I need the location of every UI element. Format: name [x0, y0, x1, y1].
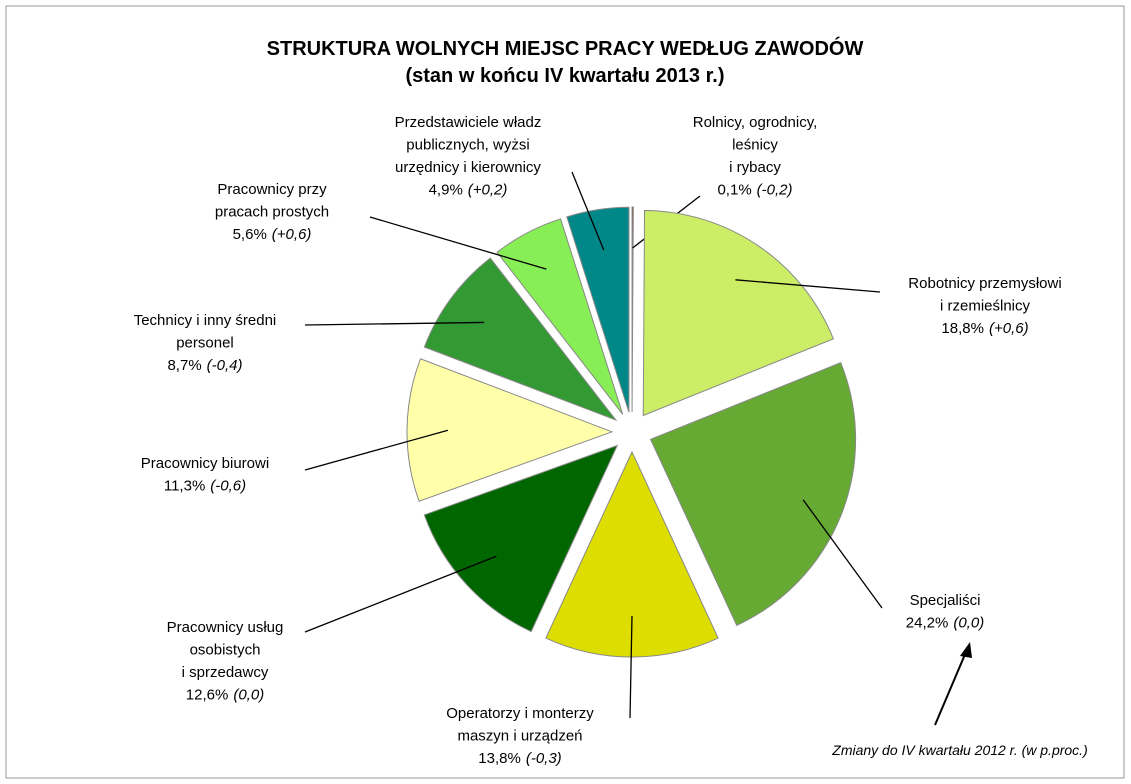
category-line: osobistych [190, 642, 261, 659]
category-name: Przedstawiciele władz publicznych, wyżsi u… [395, 114, 542, 176]
change-label: (-0,4) [207, 357, 243, 374]
pie-slice [566, 206, 630, 413]
slice-label: Przedstawiciele władz publicznych, wyżsi u… [395, 114, 542, 199]
slice-label: Specjaliści 24,2% (0,0) [906, 592, 984, 632]
change-label: (-0,2) [757, 182, 793, 199]
category-line: Pracownicy usług [167, 619, 284, 636]
value-label: 13,8% [478, 750, 521, 767]
value-label: 5,6% [233, 226, 267, 243]
category-name: Pracownicy usług osobistych i sprzedawcy [167, 619, 284, 681]
category-line: personel [176, 335, 234, 352]
value-label: 24,2% [906, 615, 949, 632]
category-line: publicznych, wyżsi [406, 137, 529, 154]
value-label: 18,8% [941, 320, 984, 337]
category-name: Technicy i inny średni personel [134, 312, 277, 352]
category-line: Specjaliści [910, 592, 981, 609]
category-line: Pracownicy biurowi [141, 455, 269, 472]
change-label: (0,0) [953, 615, 984, 632]
pie-slice [545, 450, 719, 658]
category-line: Robotnicy przemysłowi [908, 275, 1061, 292]
arrow-head [960, 642, 972, 658]
arrow [934, 651, 967, 726]
leader-line [304, 555, 497, 633]
change-label: (-0,3) [526, 750, 562, 767]
leader-line [802, 499, 883, 609]
category-name: Specjaliści [910, 592, 981, 609]
category-name: Rolnicy, ogrodnicy, leśnicy i rybacy [693, 114, 818, 176]
slice-label: Pracownicy biurowi 11,3% (-0,6) [141, 455, 269, 495]
annotation: Zmiany do IV kwartału 2012 r. (w p.proc.… [831, 742, 1087, 758]
change-label: (+0,2) [468, 182, 508, 199]
category-line: Pracownicy przy [217, 181, 327, 198]
category-name: Robotnicy przemysłowi i rzemieślnicy [908, 275, 1061, 315]
value-label: 4,9% [429, 182, 463, 199]
slice-label: Robotnicy przemysłowi i rzemieślnicy 18,8%… [908, 275, 1061, 337]
pie-slice [631, 206, 634, 413]
chart-subtitle: (stan w końcu IV kwartału 2013 r.) [405, 65, 724, 87]
leader-line [629, 615, 633, 719]
leader-line [571, 171, 605, 251]
pie-slice [423, 444, 619, 633]
category-line: i rzemieślnicy [940, 298, 1031, 315]
pie-slice [406, 358, 614, 502]
slice-label: Pracownicy usług osobistych i sprzedawcy 12… [167, 619, 284, 704]
category-line: Rolnicy, ogrodnicy, [693, 114, 818, 131]
category-line: Technicy i inny średni [134, 312, 277, 329]
value-label: 11,3% [164, 478, 205, 495]
slice-label: Technicy i inny średni personel 8,7% (-0,4) [134, 312, 277, 374]
category-line: i sprzedawcy [182, 664, 269, 681]
category-line: urzędnicy i kierownicy [395, 159, 541, 176]
slice-label: Operatorzy i monterzy maszyn i urządzeń 13… [446, 705, 594, 767]
category-line: Przedstawiciele władz [395, 114, 542, 131]
category-line: Operatorzy i monterzy [446, 705, 594, 722]
value-label: 8,7% [167, 357, 201, 374]
leader-line [735, 279, 881, 293]
change-label: (0,0) [233, 687, 264, 704]
category-name: Pracownicy przy pracach prostych [215, 181, 329, 221]
change-label: (+0,6) [989, 320, 1029, 337]
category-line: pracach prostych [215, 204, 329, 221]
category-line: maszyn i urządzeń [457, 728, 582, 745]
pie-slice [423, 257, 618, 422]
slice-label: Pracownicy przy pracach prostych 5,6% (+0,6… [215, 181, 329, 243]
value-label: 0,1% [717, 182, 751, 199]
change-label: (+0,6) [272, 226, 312, 243]
leader-line [369, 216, 547, 270]
category-name: Pracownicy biurowi [141, 455, 269, 472]
pie-slice [649, 362, 857, 627]
value-label: 12,6% [186, 687, 229, 704]
category-name: Operatorzy i monterzy maszyn i urządzeń [446, 705, 594, 745]
slice-label: Rolnicy, ogrodnicy, leśnicy i rybacy 0,1% (-… [693, 114, 818, 199]
category-line: i rybacy [729, 159, 781, 176]
category-line: leśnicy [732, 137, 778, 154]
leader-line [304, 321, 485, 326]
leader-line [304, 429, 449, 471]
pie-slice [642, 209, 835, 417]
pie-slice [496, 218, 624, 415]
change-label: (-0,6) [210, 478, 246, 495]
chart-title: STRUKTURA WOLNYCH MIEJSC PRACY WEDŁUG ZA… [267, 36, 864, 60]
